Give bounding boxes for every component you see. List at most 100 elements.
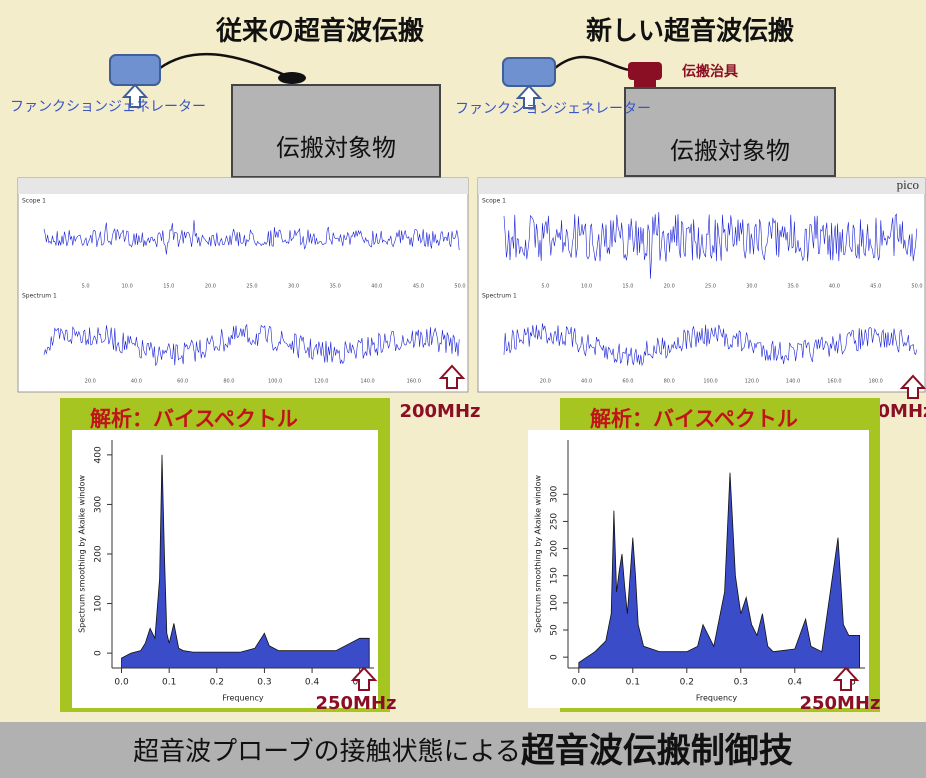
y-tick-label: 400	[94, 446, 104, 463]
footer-band	[0, 722, 926, 778]
x-tick-label: 0.0	[572, 678, 587, 688]
scope-tick-label: 50.0	[911, 284, 922, 290]
x-axis-label: Frequency	[696, 694, 738, 703]
generator	[502, 57, 556, 87]
y-tick-label: 150	[550, 567, 560, 584]
scope-tick-label: 10.0	[581, 284, 592, 290]
scope-tick-label: 30.0	[288, 284, 299, 290]
y-axis-label: Spectrum smoothing by Akaike window	[534, 475, 543, 633]
y-tick-label: 300	[94, 496, 104, 513]
scope-tick-label: 140.0	[360, 379, 374, 385]
waveform	[503, 323, 918, 367]
analysis-title: 解析：バイスペクトル	[590, 407, 798, 431]
x-tick-label: 0.4	[788, 678, 803, 688]
scope-tick-label: 10.0	[122, 284, 133, 290]
scope-tick-label: 5.0	[541, 284, 549, 290]
scope-tick-label: 20.0	[205, 284, 216, 290]
band-marker: 250MHz	[315, 693, 396, 714]
y-tick-label: 0	[94, 650, 104, 656]
scope-window	[17, 177, 469, 393]
jig-label: 伝搬治具	[682, 63, 738, 80]
arrow-marker	[350, 666, 378, 691]
scope-tick-label: 5.0	[82, 284, 90, 290]
scope-tick-label: 160.0	[827, 379, 841, 385]
scope-tick-label: 40.0	[829, 284, 840, 290]
scope-toolbar	[18, 178, 468, 194]
probe	[278, 72, 306, 84]
y-tick-label: 0	[550, 654, 560, 660]
cable	[159, 52, 293, 80]
scope-tick-label: 50.0	[454, 284, 465, 290]
generator	[109, 54, 161, 86]
scope-tab: Scope 1	[482, 198, 506, 205]
y-tick-label: 300	[550, 485, 560, 502]
scope-tick-label: 40.0	[371, 284, 382, 290]
waveform	[43, 220, 460, 255]
scope-tick-label: 45.0	[870, 284, 881, 290]
arrow-marker	[832, 666, 860, 691]
scope-tick-label: 120.0	[314, 379, 328, 385]
scope-tick-label: 25.0	[246, 284, 257, 290]
y-tick-label: 100	[550, 594, 560, 611]
scope-tick-label: 160.0	[407, 379, 421, 385]
scope-toolbar	[478, 178, 925, 194]
x-tick-label: 0.3	[734, 678, 748, 688]
scope-tick-label: 100.0	[703, 379, 717, 385]
scope-tick-label: 20.0	[85, 379, 96, 385]
footer-text: 超音波プローブの接触状態による超音波伝搬制御技	[133, 731, 793, 771]
arrow-marker	[515, 84, 543, 109]
x-tick-label: 0.1	[626, 678, 640, 688]
x-tick-label: 0.1	[162, 678, 176, 688]
x-tick-label: 0.4	[305, 678, 320, 688]
scope-tick-label: 40.0	[581, 379, 592, 385]
x-tick-label: 0.2	[680, 678, 694, 688]
scope-tick-label: 20.0	[664, 284, 675, 290]
section-title: 新しい超音波伝搬	[586, 16, 794, 47]
waveform	[503, 212, 918, 279]
generator-label: ファンクションジェネレーター	[10, 99, 206, 115]
scope-tab: Scope 1	[22, 198, 46, 205]
spectrum-area	[121, 454, 370, 669]
target-object	[231, 84, 441, 178]
scope-tick-label: 45.0	[413, 284, 424, 290]
scope-tick-label: 80.0	[223, 379, 234, 385]
target-label: 伝搬対象物	[670, 137, 790, 165]
jig-base	[634, 80, 656, 88]
section-title: 従来の超音波伝搬	[215, 16, 424, 47]
band-marker: 250MHz	[799, 693, 880, 714]
arrow-marker	[121, 83, 149, 108]
target-object	[624, 87, 836, 177]
scope-tab: Spectrum 1	[22, 293, 57, 300]
scope-tick-label: 35.0	[330, 284, 341, 290]
y-tick-label: 200	[94, 545, 104, 562]
scope-tick-label: 25.0	[705, 284, 716, 290]
scope-tick-label: 60.0	[177, 379, 188, 385]
y-axis-label: Spectrum smoothing by Akaike window	[78, 475, 87, 633]
target-label: 伝搬対象物	[276, 134, 396, 162]
scope-tick-label: 120.0	[745, 379, 759, 385]
scope-tick-label: 30.0	[746, 284, 757, 290]
scope-tick-label: 35.0	[788, 284, 799, 290]
scope-logo: pico	[897, 177, 919, 192]
x-tick-label: 0.0	[114, 678, 129, 688]
scope-tick-label: 100.0	[268, 379, 282, 385]
footer-lead: 超音波プローブの接触状態による	[133, 737, 521, 767]
y-tick-label: 200	[550, 540, 560, 557]
generator-label: ファンクションジェネレーター	[455, 101, 651, 117]
scope-tick-label: 80.0	[664, 379, 675, 385]
scope-tick-label: 60.0	[622, 379, 633, 385]
analysis-title: 解析：バイスペクトル	[90, 407, 298, 431]
x-tick-label: 0.2	[210, 678, 224, 688]
scope-tick-label: 180.0	[869, 379, 883, 385]
scope-tick-label: 15.0	[163, 284, 174, 290]
scope-tick-label: 20.0	[540, 379, 551, 385]
y-tick-label: 50	[550, 624, 560, 636]
waveform	[43, 323, 460, 367]
arrow-marker	[438, 364, 466, 389]
x-axis-label: Frequency	[222, 694, 264, 703]
jig	[628, 62, 662, 80]
scope-window	[477, 177, 926, 393]
x-tick-label: 0.3	[257, 678, 271, 688]
scope-tab: Spectrum 1	[482, 293, 517, 300]
